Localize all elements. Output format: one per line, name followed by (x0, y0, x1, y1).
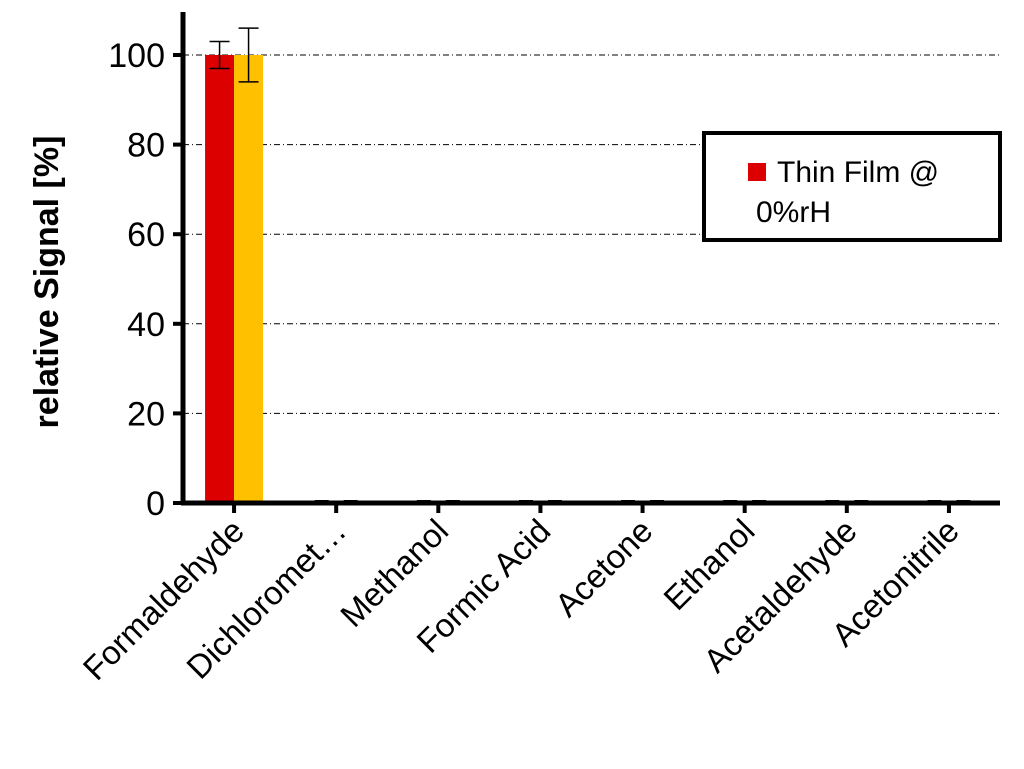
bars (205, 55, 264, 503)
y-axis-label: relative Signal [%] (28, 136, 66, 429)
legend-line-1: Thin Film @ (777, 156, 939, 189)
y-tick-label: 100 (108, 37, 165, 75)
x-tick-label: Acetone (548, 512, 660, 624)
axes (173, 12, 1000, 513)
bar (234, 55, 264, 503)
y-tick-label: 20 (127, 395, 165, 433)
y-tick-label: 60 (127, 216, 165, 254)
legend-line-2: 0%rH (756, 196, 831, 229)
y-tick-label: 40 (127, 306, 165, 344)
y-tick-labels: 0 20 40 60 80 100 (108, 37, 165, 523)
legend: Thin Film @ 0%rH (702, 131, 1002, 242)
legend-swatch (748, 163, 766, 181)
error-bars (209, 27, 971, 502)
bar (205, 55, 235, 503)
x-tick-label: Ethanol (656, 512, 761, 617)
y-tick-label: 0 (146, 485, 165, 523)
y-tick-label: 80 (127, 127, 165, 165)
legend-box (702, 131, 1002, 242)
